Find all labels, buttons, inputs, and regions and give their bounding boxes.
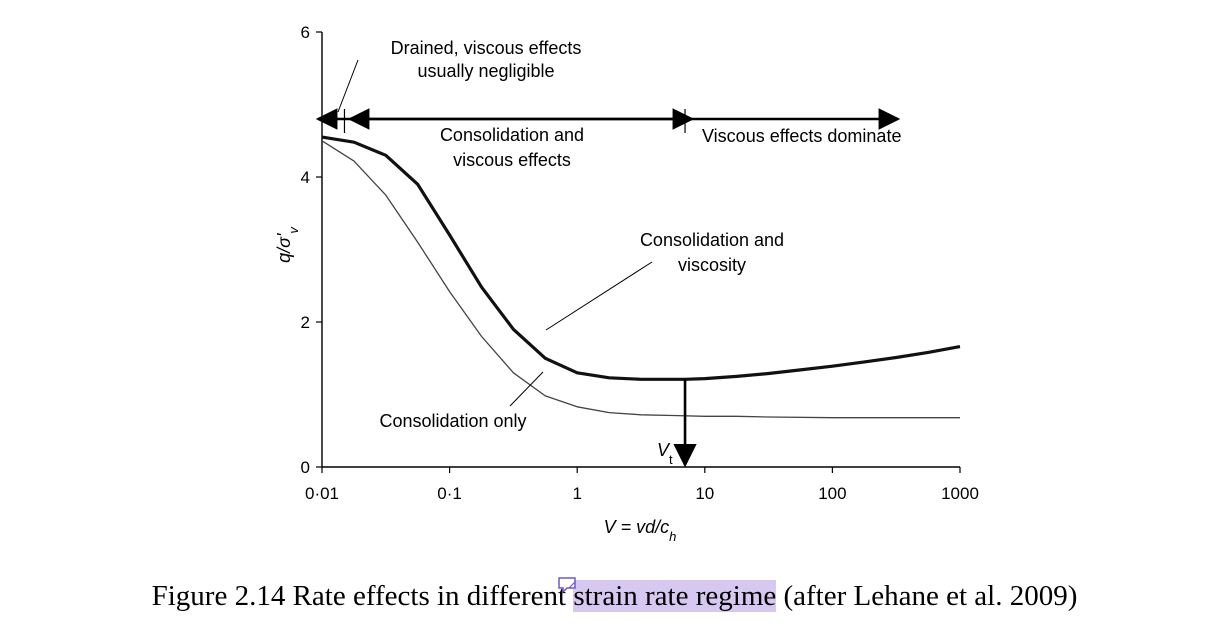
x-tick-label: 0·01: [305, 484, 339, 503]
annotation-consolidation-viscous-line1: Consolidation and: [440, 125, 584, 145]
x-tick-label: 1000: [941, 484, 979, 503]
x-axis-title-subscript: h: [669, 529, 676, 544]
series-line-consolidation-only: [321, 140, 960, 419]
y-axis-title: q/σ'v: [274, 226, 301, 263]
x-axis-title: V = vd/ch: [604, 517, 677, 544]
series-line-consolidation-viscosity: [321, 135, 961, 381]
x-tick-label: 1: [572, 484, 581, 503]
caption-text-after: (after Lehane et al. 2009): [776, 580, 1078, 612]
comment-marker-icon[interactable]: [558, 577, 576, 593]
x-tick-label: 10: [695, 484, 714, 503]
figure-caption: Figure 2.14 Rate effects in different st…: [0, 580, 1229, 613]
y-tick-label: 4: [301, 168, 310, 187]
caption-text-before: Figure 2.14 Rate effects in different: [151, 580, 574, 612]
vt-label: Vt: [657, 440, 673, 467]
annotation-cons-only: Consolidation only: [379, 411, 526, 431]
annotation-cons-viscosity-line2: viscosity: [678, 255, 746, 275]
annotation-cons-viscosity-leader: [545, 261, 653, 331]
annotation-drained-line2: usually negligible: [417, 61, 554, 81]
annotation-cons-only-leader: [509, 371, 544, 407]
annotation-drained-line1: Drained, viscous effects: [391, 38, 582, 58]
annotation-viscous-dominate: Viscous effects dominate: [702, 126, 901, 146]
y-tick-label: 6: [301, 23, 310, 42]
annotation-drained-leader: [337, 59, 359, 113]
annotation-cons-viscosity-line1: Consolidation and: [640, 230, 784, 250]
y-axis-title-subscript: v: [286, 226, 301, 234]
x-tick-label: 100: [818, 484, 846, 503]
vt-label-subscript: t: [669, 452, 673, 467]
rate-effects-chart: 0 2 4 6 0·01 0·1 1 10 100 1000 V = vd/ch q/σ'v Vt Dra…: [274, 23, 979, 544]
caption-highlight[interactable]: strain rate regime: [573, 580, 777, 612]
y-tick-label: 2: [301, 313, 310, 332]
x-tick-label: 0·1: [437, 484, 462, 503]
y-tick-label: 0: [301, 458, 310, 477]
annotation-consolidation-viscous-line2: viscous effects: [453, 150, 571, 170]
plot-area: 0 2 4 6 0·01 0·1 1 10 100 1000 V = vd/ch q/σ'v Vt Dra…: [274, 23, 979, 544]
